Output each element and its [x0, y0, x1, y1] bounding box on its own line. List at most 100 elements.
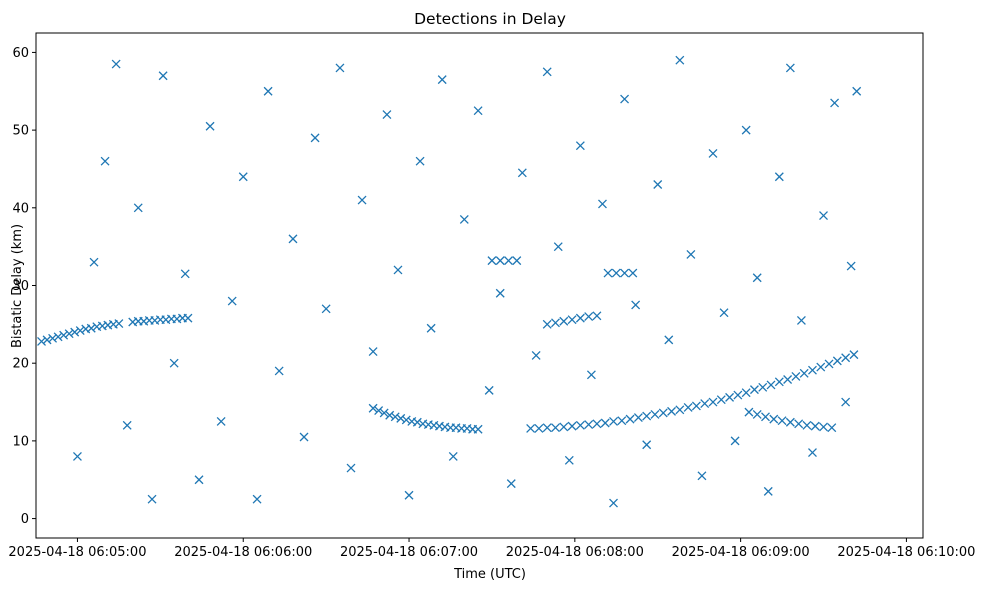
data-point [114, 319, 124, 329]
data-point [686, 249, 696, 259]
y-axis-label: Bistatic Delay (km) [10, 224, 25, 348]
data-point [133, 203, 143, 213]
data-point [796, 316, 806, 325]
data-point [183, 313, 193, 323]
data-point [683, 403, 693, 412]
data-point [553, 242, 563, 252]
y-tick-label: 0 [21, 512, 29, 527]
data-point [808, 365, 817, 375]
data-point [819, 422, 828, 432]
data-point [733, 390, 743, 400]
data-point [575, 420, 585, 430]
data-point [368, 403, 378, 413]
data-point [575, 141, 585, 151]
data-point [725, 392, 735, 402]
data-point [658, 408, 668, 418]
data-point [426, 323, 436, 333]
data-point [382, 110, 392, 120]
data-point [415, 156, 425, 166]
data-point [346, 463, 356, 473]
data-point [368, 347, 378, 356]
data-point [841, 353, 851, 363]
y-axis-ticks: 0 10 20 30 40 50 60 [12, 46, 36, 527]
data-point [542, 67, 552, 77]
data-point [559, 316, 569, 326]
data-point [741, 388, 751, 398]
x-tick-label: 2025-04-18 06:06:00 [174, 545, 312, 560]
data-point [846, 261, 856, 271]
data-point [769, 414, 779, 424]
data-point [633, 413, 643, 423]
data-point [730, 436, 740, 446]
data-point [628, 268, 638, 278]
data-point [766, 380, 776, 390]
data-point [238, 172, 248, 182]
data-point [592, 419, 602, 429]
data-point [551, 318, 560, 328]
data-point [551, 423, 560, 433]
data-point [357, 195, 367, 205]
data-point [744, 407, 754, 417]
x-tick-label: 2025-04-18 06:08:00 [506, 545, 644, 560]
data-point [620, 268, 630, 278]
data-point [575, 313, 585, 323]
x-tick-label: 2025-04-18 06:07:00 [340, 545, 478, 560]
data-point [70, 327, 80, 337]
data-point [534, 423, 544, 433]
y-tick-label: 10 [12, 434, 29, 449]
data-point [437, 75, 447, 85]
data-point [504, 256, 513, 266]
x-tick-label: 2025-04-18 06:05:00 [8, 545, 146, 560]
data-point [227, 296, 237, 306]
data-point [53, 332, 63, 342]
data-point [700, 399, 710, 409]
data-point [42, 335, 52, 345]
data-point [785, 63, 795, 73]
data-point [603, 268, 613, 278]
data-point [791, 371, 801, 381]
data-point [774, 377, 784, 387]
data-point [393, 265, 403, 275]
data-point [559, 422, 569, 432]
data-point [653, 180, 663, 189]
data-point [448, 451, 458, 461]
data-point [274, 366, 284, 376]
data-point [542, 319, 552, 329]
y-tick-label: 60 [12, 46, 29, 61]
data-point [586, 370, 596, 380]
data-point [620, 94, 630, 104]
data-point [708, 397, 718, 407]
data-point [473, 106, 483, 116]
data-point [799, 368, 809, 378]
data-point [111, 59, 121, 69]
data-point [72, 451, 82, 461]
data-point [531, 350, 541, 360]
data-point [783, 375, 793, 384]
data-point [147, 494, 157, 504]
data-point [810, 421, 820, 431]
data-point [75, 326, 85, 336]
data-point [495, 288, 505, 298]
data-point [794, 419, 804, 429]
data-point [263, 86, 273, 96]
data-point [749, 385, 759, 395]
data-point [517, 168, 527, 178]
data-point [609, 498, 618, 508]
data-point [774, 172, 784, 182]
data-point [785, 417, 795, 427]
data-point [542, 423, 552, 433]
data-point [37, 336, 46, 346]
data-point [697, 471, 707, 481]
data-points [37, 55, 862, 508]
data-point [617, 416, 627, 426]
data-point [752, 410, 762, 419]
data-point [598, 199, 607, 209]
data-point [841, 397, 851, 407]
data-point [89, 257, 99, 267]
data-point [761, 412, 770, 422]
data-point [802, 420, 812, 430]
data-point [642, 411, 652, 421]
data-point [390, 412, 400, 422]
